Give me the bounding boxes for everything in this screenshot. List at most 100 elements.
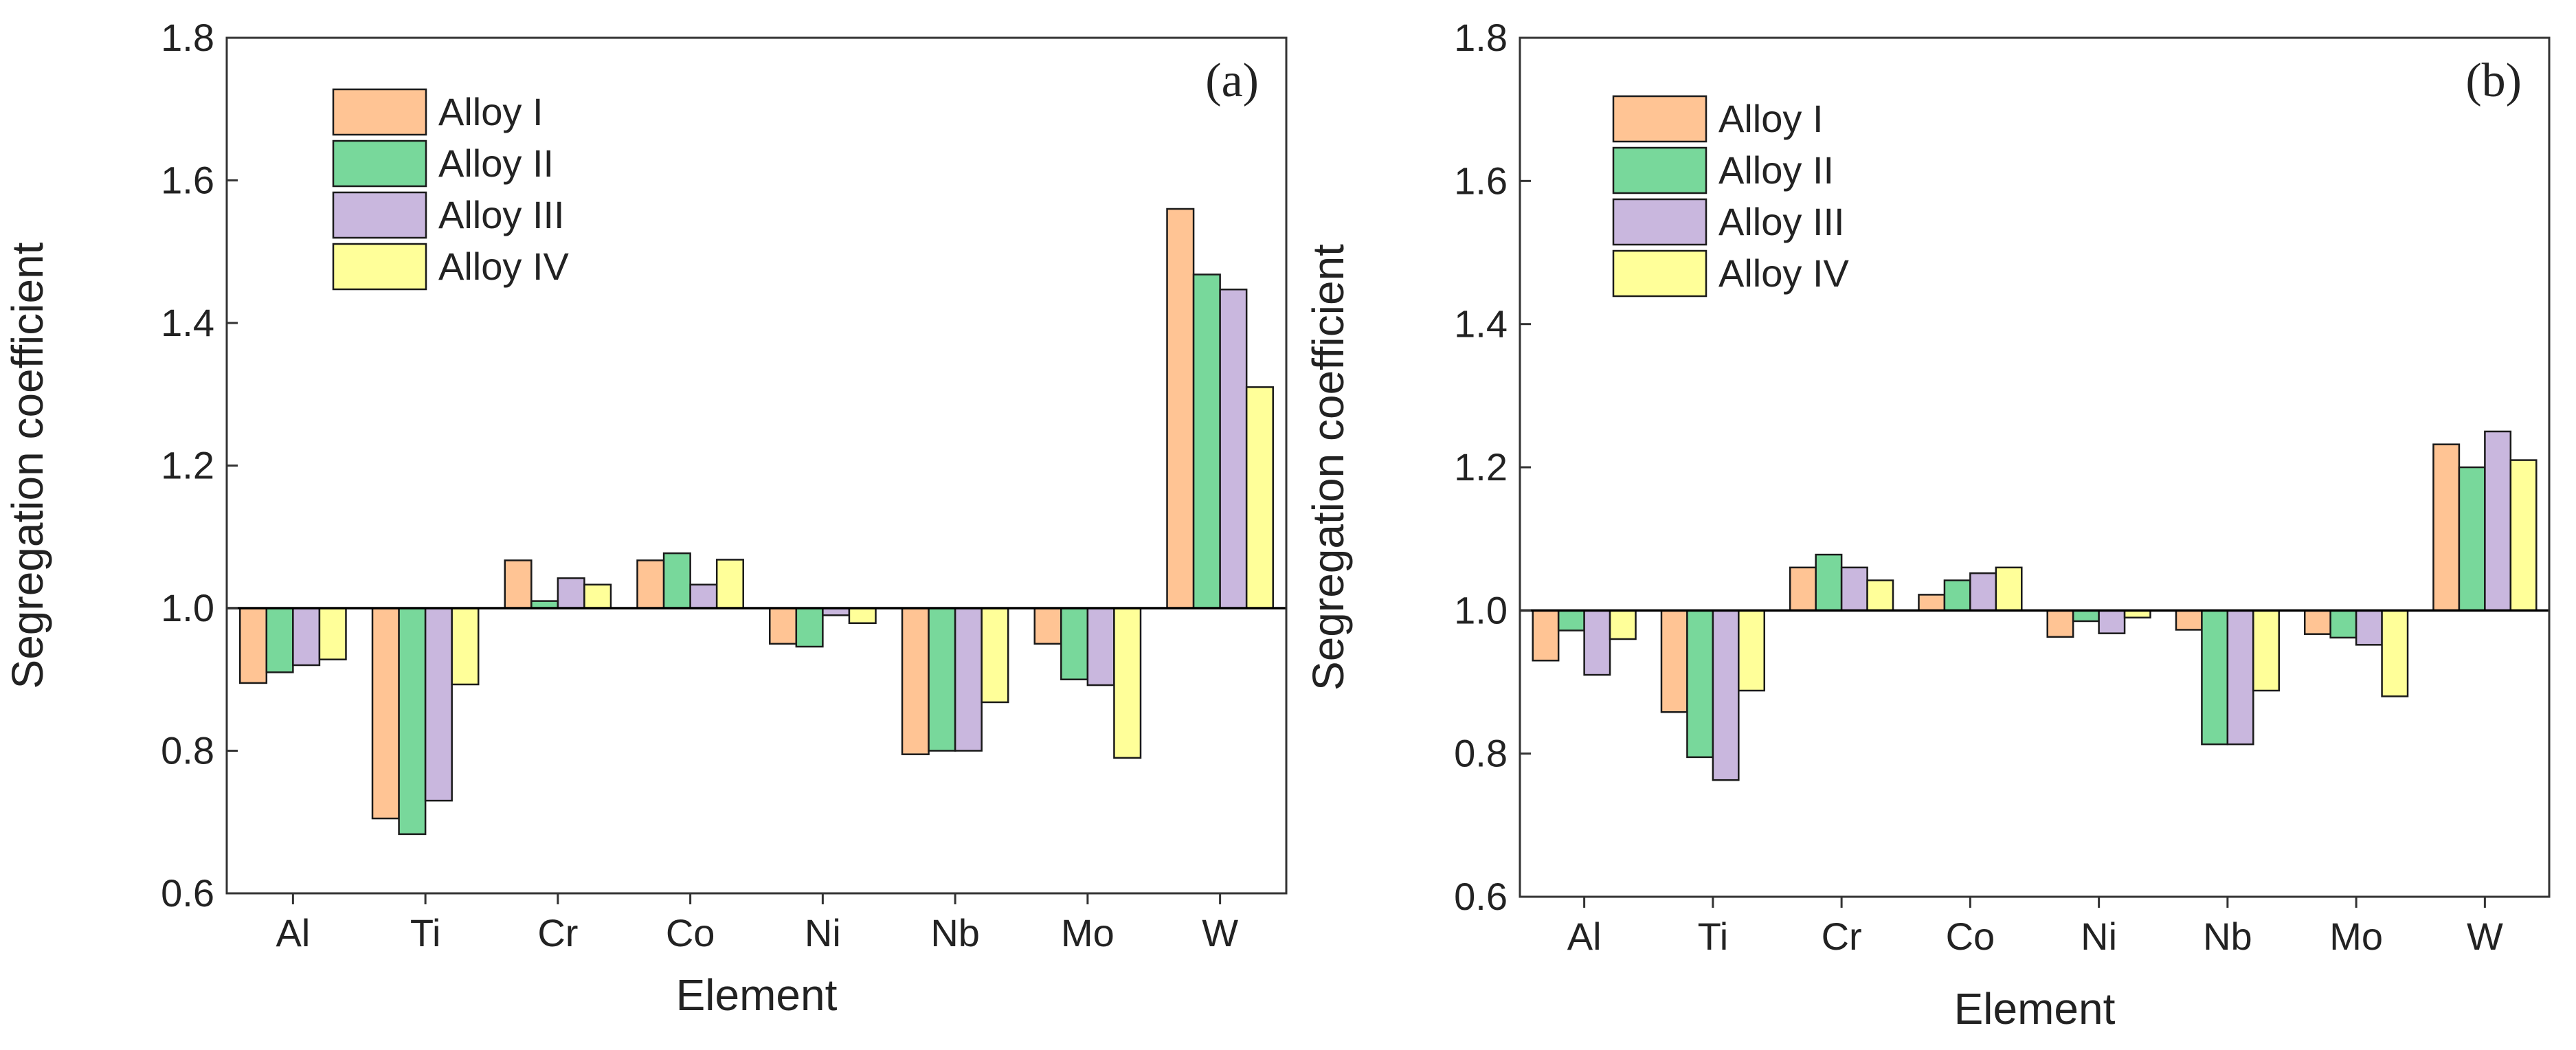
bar-alloy-ii-ni — [795, 607, 824, 648]
bar-alloy-iv-cr — [1866, 579, 1894, 612]
x-tick-label-w: W — [2467, 915, 2503, 958]
bar-alloy-iv-cr — [583, 583, 612, 610]
bar-alloy-ii-ti — [398, 607, 427, 836]
x-tick-label-ni: Ni — [805, 911, 841, 954]
bar-alloy-i-cr — [1789, 566, 1817, 612]
legend-swatch-alloy-iv — [332, 243, 427, 291]
y-tick-label: 1.8 — [1454, 16, 1508, 59]
y-tick-label: 1.0 — [161, 586, 214, 629]
bar-alloy-iv-mo — [2381, 610, 2409, 697]
bar-alloy-iii-cr — [557, 577, 585, 610]
legend-swatch-alloy-iii — [1612, 198, 1707, 246]
bar-alloy-i-w — [2432, 443, 2461, 612]
bar-alloy-iv-mo — [1113, 607, 1142, 759]
bar-alloy-i-cr — [504, 559, 533, 610]
bar-alloy-iv-ti — [451, 607, 480, 686]
bar-alloy-iv-co — [1995, 566, 2023, 612]
bar-alloy-i-ti — [371, 607, 400, 820]
bar-alloy-iv-al — [318, 607, 347, 660]
x-tick-label-ti: Ti — [1698, 915, 1729, 958]
legend-label-alloy-iv: Alloy IV — [1718, 252, 1849, 295]
legend-label-alloy-ii: Alloy II — [438, 142, 554, 185]
x-axis-title: Element — [1954, 984, 2116, 1034]
bar-alloy-i-ni — [2046, 610, 2074, 638]
bar-alloy-i-al — [239, 607, 268, 684]
legend-swatch-alloy-ii — [1612, 146, 1707, 194]
x-tick-label-ni: Ni — [2081, 915, 2117, 958]
bar-alloy-iii-al — [1583, 610, 1611, 676]
legend-label-alloy-ii: Alloy II — [1718, 148, 1834, 192]
bar-alloy-i-w — [1166, 208, 1195, 610]
bar-alloy-iv-ti — [1738, 610, 1766, 692]
bar-alloy-ii-nb — [928, 607, 956, 752]
panel-label: (a) — [1205, 54, 1259, 107]
bar-alloy-ii-al — [1557, 610, 1585, 632]
bar-alloy-iv-ni — [848, 607, 877, 625]
bar-alloy-ii-cr — [1815, 553, 1843, 612]
bar-alloy-ii-mo — [2329, 610, 2357, 639]
bar-alloy-ii-w — [1192, 273, 1221, 610]
legend-label-alloy-i: Alloy I — [438, 90, 544, 133]
legend: Alloy I Alloy II Alloy III Alloy IV — [332, 88, 569, 291]
bar-alloy-i-mo — [1033, 607, 1062, 645]
legend: Alloy I Alloy II Alloy III Alloy IV — [1612, 95, 1849, 298]
y-tick-label: 0.6 — [1454, 875, 1508, 918]
x-tick-label-mo: Mo — [2329, 915, 2383, 958]
chart-panel-b: 0.6 0.8 1.0 1.2 1.4 1.6 1.8 Al Ti Cr Co Ni Nb Mo W Elem… — [1303, 16, 2551, 1034]
panel-label: (b) — [2465, 54, 2522, 107]
bar-alloy-iii-co — [1969, 572, 1997, 612]
x-tick-label-cr: Cr — [537, 911, 578, 954]
bar-alloy-ii-al — [265, 607, 294, 673]
y-axis-title: Segregation coefficient — [3, 242, 52, 689]
bar-alloy-i-co — [1918, 594, 1946, 612]
bar-alloy-iii-nb — [2226, 610, 2254, 746]
y-tick-label: 1.4 — [161, 301, 214, 344]
bar-alloy-ii-w — [2458, 466, 2486, 612]
y-tick-label: 1.6 — [1454, 159, 1508, 202]
bar-alloy-i-al — [1532, 610, 1560, 662]
y-tick-label: 1.8 — [161, 16, 214, 59]
bar-alloy-ii-ni — [2072, 610, 2100, 623]
y-tick-label: 1.2 — [161, 444, 214, 487]
x-tick-label-mo: Mo — [1061, 911, 1115, 954]
x-tick-label-cr: Cr — [1822, 915, 1862, 958]
legend-label-alloy-iii: Alloy III — [1718, 200, 1845, 243]
bar-alloy-i-co — [636, 559, 665, 610]
bar-alloy-iv-w — [2509, 459, 2538, 612]
bar-alloy-i-nb — [2175, 610, 2203, 631]
bar-alloy-iii-ni — [2098, 610, 2126, 634]
bar-alloy-ii-co — [662, 552, 691, 610]
y-tick-label: 0.8 — [161, 729, 214, 772]
bar-alloy-iv-al — [1609, 610, 1637, 640]
y-tick-label: 0.6 — [161, 871, 214, 915]
legend-label-alloy-iii: Alloy III — [438, 193, 565, 236]
bar-alloy-iii-w — [1219, 288, 1248, 610]
bar-alloy-i-ni — [769, 607, 798, 645]
bar-alloy-ii-mo — [1060, 607, 1089, 680]
chart-panel-a: 0.6 0.8 1.0 1.2 1.4 1.6 1.8 Al Ti Cr Co Ni Nb Mo W Elem… — [3, 16, 1288, 1020]
legend-swatch-alloy-i — [332, 88, 427, 136]
y-tick-label: 1.0 — [1454, 588, 1508, 632]
y-axis-title: Segregation coefficient — [1303, 244, 1353, 691]
y-tick-label: 0.8 — [1454, 732, 1508, 775]
y-tick-label: 1.2 — [1454, 445, 1508, 489]
bar-alloy-iii-cr — [1840, 566, 1868, 612]
bar-alloy-ii-ti — [1686, 610, 1714, 759]
x-tick-label-al: Al — [276, 911, 310, 954]
x-tick-label-co: Co — [666, 911, 715, 954]
bar-alloy-iii-mo — [2355, 610, 2383, 646]
x-tick-label-nb: Nb — [930, 911, 980, 954]
bar-alloy-i-mo — [2303, 610, 2331, 635]
bar-alloy-iii-ti — [1712, 610, 1740, 781]
bar-alloy-iv-co — [715, 559, 744, 610]
bar-alloy-iii-nb — [954, 607, 983, 752]
legend-swatch-alloy-ii — [332, 139, 427, 188]
legend-swatch-alloy-iv — [1612, 249, 1707, 298]
bar-alloy-iv-w — [1245, 386, 1274, 610]
bar-alloy-ii-nb — [2201, 610, 2229, 746]
x-axis-title: Element — [676, 970, 838, 1020]
x-tick-label-ti: Ti — [410, 911, 441, 954]
bar-alloy-iv-nb — [2252, 610, 2281, 692]
bar-alloy-iii-mo — [1086, 607, 1115, 686]
